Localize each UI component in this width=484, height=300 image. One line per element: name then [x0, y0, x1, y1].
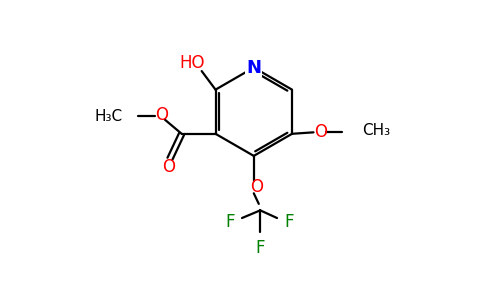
Text: F: F — [284, 212, 294, 230]
Text: N: N — [246, 58, 261, 76]
Text: CH₃: CH₃ — [362, 123, 390, 138]
Text: H₃C: H₃C — [95, 109, 123, 124]
Text: O: O — [314, 123, 327, 141]
Text: HO: HO — [179, 54, 205, 72]
Text: F: F — [256, 239, 265, 257]
Text: F: F — [226, 212, 235, 230]
Text: O: O — [155, 106, 168, 124]
Text: O: O — [250, 178, 263, 196]
Text: O: O — [162, 158, 175, 176]
